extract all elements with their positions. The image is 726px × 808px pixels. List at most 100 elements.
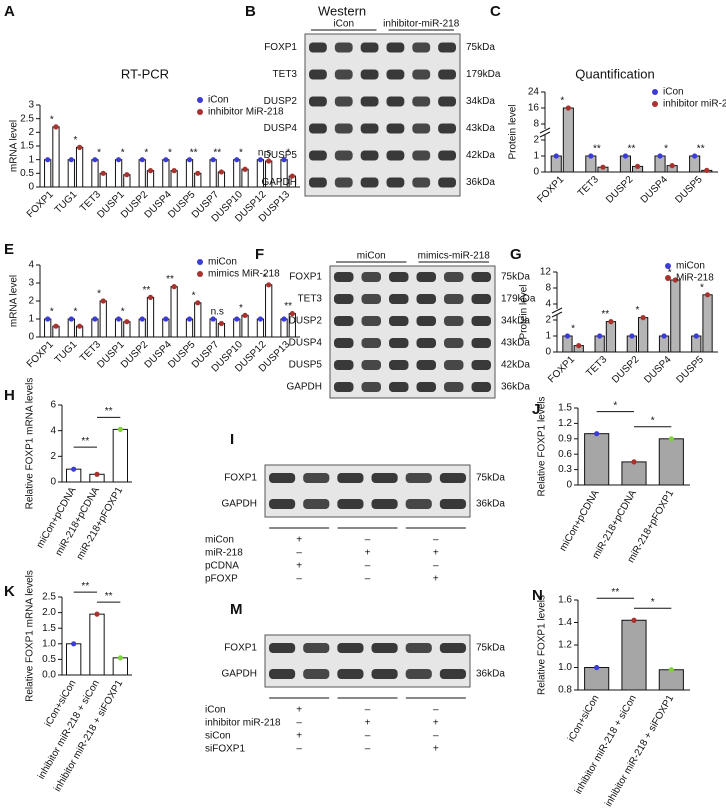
y-tick-label: 0.5 [42, 654, 56, 665]
band [309, 123, 327, 134]
data-point [68, 316, 74, 322]
y-tick-label: 2.5 [20, 113, 34, 124]
data-point [281, 157, 287, 163]
band [337, 473, 364, 483]
blot-title: Western [318, 3, 366, 18]
band [439, 643, 466, 653]
size-label: 75kDa [466, 42, 495, 53]
data-point [76, 144, 83, 150]
condition-mark: – [296, 744, 302, 755]
band [371, 669, 398, 679]
blot-frame [329, 265, 496, 399]
band [303, 473, 330, 483]
band [471, 272, 491, 282]
size-label: 43kDa [466, 123, 495, 134]
data-point [704, 167, 710, 173]
panel-letter: H [4, 387, 15, 404]
bar [280, 318, 288, 338]
y-tick-label: 0.3 [558, 464, 572, 475]
band [309, 150, 327, 161]
significance-label: * [239, 303, 243, 314]
protein-label: DUSP5 [264, 150, 298, 161]
condition-mark: + [365, 718, 371, 729]
protein-label: FOXP1 [289, 272, 322, 283]
group-label: iCon [333, 19, 354, 30]
x-tick-label: FOXP1 [25, 189, 56, 220]
condition-mark: – [365, 744, 371, 755]
band [334, 96, 353, 107]
data-point [629, 333, 635, 339]
band [371, 499, 398, 509]
condition-mark: – [365, 731, 371, 742]
band [386, 123, 405, 134]
protein-label: DUSP2 [289, 316, 323, 327]
data-point [594, 664, 600, 671]
band [416, 272, 436, 282]
y-tick-label: 2 [533, 135, 539, 146]
bar [584, 433, 610, 486]
axis-break-mark [551, 307, 563, 314]
data-point [693, 333, 699, 339]
data-point [100, 170, 106, 176]
band [405, 643, 432, 653]
band [438, 96, 456, 107]
data-point [195, 170, 201, 176]
y-tick-label: 4 [28, 260, 34, 271]
band [371, 643, 398, 653]
band [334, 150, 353, 161]
data-point [147, 168, 154, 174]
condition-mark: + [296, 561, 302, 572]
bar [67, 159, 75, 188]
band [334, 360, 354, 370]
band [334, 382, 354, 392]
data-point [597, 333, 603, 339]
band [405, 473, 432, 483]
significance-label: n.s [211, 307, 224, 318]
size-label: 75kDa [476, 473, 505, 484]
y-tick-label: 3 [28, 278, 34, 289]
data-point [210, 316, 216, 322]
band [269, 643, 296, 653]
band [361, 338, 381, 348]
significance-label: * [121, 147, 125, 158]
condition-label: inhibitor miR-218 [205, 718, 281, 729]
significance-label: * [571, 324, 575, 335]
condition-mark: – [433, 705, 439, 716]
data-point [163, 157, 169, 163]
condition-label: miCon [205, 535, 234, 546]
group-label: mimics-miR-218 [418, 251, 491, 262]
significance-label: * [636, 305, 640, 316]
bar [162, 318, 170, 338]
band [444, 382, 464, 392]
x-tick-label: TET3 [576, 174, 601, 199]
y-tick-label: 2.5 [42, 592, 56, 603]
bar [185, 159, 194, 188]
data-point [92, 157, 98, 163]
bar [702, 294, 713, 353]
y-axis-label: mRNA level [9, 275, 20, 327]
band [371, 473, 398, 483]
data-point [661, 333, 667, 339]
band [337, 669, 364, 679]
panel-letter: F [255, 246, 264, 263]
significance-label: ** [190, 147, 198, 158]
data-point [139, 316, 145, 322]
y-tick-label: 1.6 [558, 595, 572, 606]
data-point [266, 282, 272, 288]
protein-label: FOXP1 [264, 42, 297, 53]
size-label: 36kDa [466, 177, 495, 188]
legend-marker [652, 89, 658, 95]
panel-letter: C [490, 3, 501, 20]
band [361, 316, 381, 326]
data-point [669, 163, 675, 169]
chart-title: RT-PCR [121, 66, 169, 81]
y-tick-label: 0.5 [20, 168, 34, 179]
data-point [672, 277, 678, 283]
data-point [171, 284, 177, 290]
data-point [68, 157, 74, 163]
data-point [186, 157, 193, 163]
y-tick-label: 4 [545, 299, 551, 310]
band [360, 150, 379, 161]
data-point [553, 153, 559, 159]
bar [185, 318, 194, 338]
